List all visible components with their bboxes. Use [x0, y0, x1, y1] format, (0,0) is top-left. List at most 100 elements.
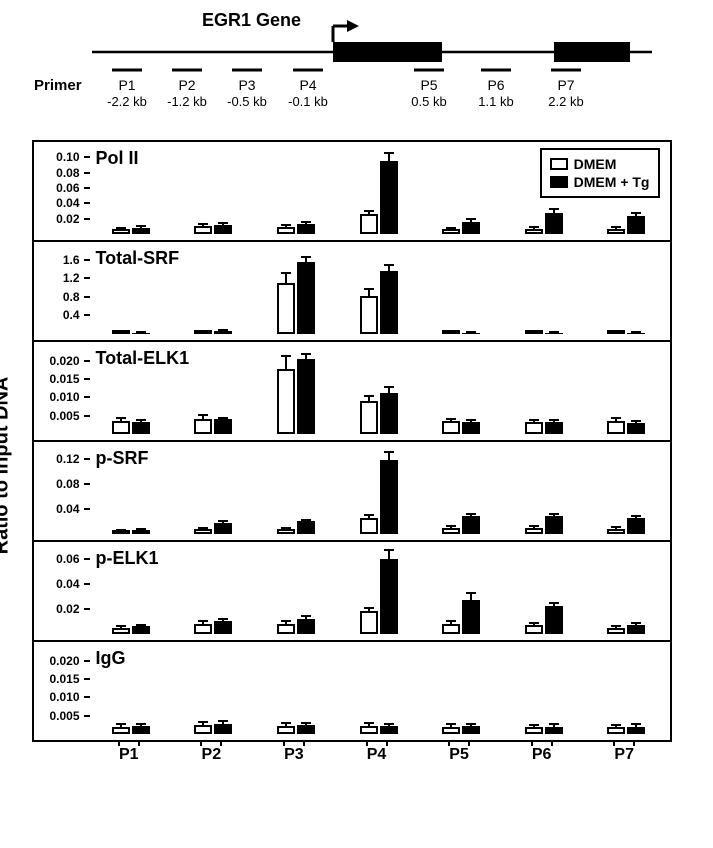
bar-filled	[627, 727, 645, 734]
svg-text:P6: P6	[487, 77, 504, 93]
svg-text:EGR1 Gene: EGR1 Gene	[202, 10, 301, 30]
bar-open	[607, 727, 625, 734]
y-tick-label: 0.08	[56, 477, 79, 491]
y-tick-label: 0.020	[49, 654, 79, 668]
panel-label: Total-ELK1	[96, 348, 190, 369]
panel-p-elk1: 0.020.040.06p-ELK1	[34, 542, 670, 642]
bar-filled	[380, 271, 398, 334]
bar-filled	[545, 422, 563, 434]
bar-filled	[462, 600, 480, 634]
svg-text:P5: P5	[420, 77, 437, 93]
svg-text:-1.2 kb: -1.2 kb	[167, 94, 207, 109]
panel-igg: 0.0050.0100.0150.020IgG	[34, 642, 670, 742]
legend-swatch-filled	[550, 176, 568, 188]
bar-filled	[214, 724, 232, 734]
bar-filled	[462, 516, 480, 534]
legend-label: DMEM + Tg	[574, 174, 650, 190]
bar-open	[277, 726, 295, 734]
legend-item-tg: DMEM + Tg	[550, 174, 650, 190]
y-tick-label: 0.06	[56, 181, 79, 195]
bar-filled	[545, 213, 563, 234]
legend-label: DMEM	[574, 156, 617, 172]
bar-filled	[132, 530, 150, 534]
x-label: P5	[449, 746, 469, 764]
bar-filled	[297, 359, 315, 434]
bar-filled	[214, 225, 232, 234]
bar-filled	[380, 393, 398, 434]
bar-open	[442, 528, 460, 534]
bar-filled	[462, 222, 480, 234]
svg-text:-2.2 kb: -2.2 kb	[107, 94, 147, 109]
svg-text:2.2 kb: 2.2 kb	[548, 94, 583, 109]
y-tick-label: 0.06	[56, 552, 79, 566]
bar-filled	[545, 606, 563, 634]
y-tick-label: 0.015	[49, 372, 79, 386]
panel-label: IgG	[96, 648, 126, 669]
y-axis-title: Ratio to Input DNA	[0, 377, 13, 555]
x-label: P6	[532, 746, 552, 764]
y-tick-label: 0.04	[56, 577, 79, 591]
panel-total-elk1: 0.0050.0100.0150.020Total-ELK1	[34, 342, 670, 442]
bar-open	[277, 227, 295, 234]
svg-text:P2: P2	[178, 77, 195, 93]
bar-open	[525, 229, 543, 234]
panel-label: Pol II	[96, 148, 139, 169]
bar-open	[442, 421, 460, 434]
bar-open	[194, 624, 212, 634]
x-label: P7	[614, 746, 634, 764]
bar-open	[360, 518, 378, 534]
bar-open	[442, 229, 460, 234]
svg-text:P3: P3	[238, 77, 255, 93]
x-label: P3	[284, 746, 304, 764]
y-tick-label: 0.4	[63, 308, 80, 322]
bar-open	[112, 628, 130, 634]
svg-text:1.1 kb: 1.1 kb	[478, 94, 513, 109]
bar-open	[277, 369, 295, 434]
bar-open	[525, 422, 543, 434]
panel-label: Total-SRF	[96, 248, 180, 269]
legend-swatch-open	[550, 158, 568, 170]
y-tick-label: 0.005	[49, 409, 79, 423]
y-tick-label: 0.8	[63, 290, 80, 304]
bar-filled	[380, 726, 398, 734]
bar-filled	[297, 725, 315, 734]
x-axis-labels: P1P2P3P4P5P6P7	[32, 742, 672, 768]
gene-svg: EGR1 GeneP1-2.2 kbP2-1.2 kbP3-0.5 kbP4-0…	[32, 10, 672, 130]
bar-open	[360, 726, 378, 734]
panel-pol-ii: 0.020.040.060.080.10Pol IIDMEMDMEM + Tg	[34, 142, 670, 242]
x-label: P2	[202, 746, 222, 764]
bar-filled	[132, 228, 150, 234]
bar-open	[277, 529, 295, 534]
legend: DMEM DMEM + Tg	[540, 148, 660, 198]
svg-text:-0.1 kb: -0.1 kb	[288, 94, 328, 109]
bar-filled	[214, 523, 232, 534]
bar-open	[607, 229, 625, 234]
chart-area: Ratio to Input DNA 0.020.040.060.080.10P…	[32, 140, 672, 768]
bar-open	[112, 229, 130, 234]
svg-text:Primer: Primer	[34, 77, 82, 94]
y-tick-label: 1.2	[63, 271, 80, 285]
bar-filled	[627, 625, 645, 634]
bar-open	[277, 283, 295, 334]
bar-open	[360, 401, 378, 434]
bar-filled	[297, 619, 315, 634]
bar-filled	[545, 516, 563, 534]
y-tick-label: 0.005	[49, 709, 79, 723]
bar-filled	[214, 419, 232, 434]
bar-open	[442, 624, 460, 634]
gene-diagram: EGR1 GeneP1-2.2 kbP2-1.2 kbP3-0.5 kbP4-0…	[32, 10, 672, 130]
bar-open	[360, 214, 378, 234]
bar-open	[360, 611, 378, 634]
panel-label: p-SRF	[96, 448, 149, 469]
bar-filled	[297, 521, 315, 534]
bar-filled	[627, 518, 645, 534]
bar-filled	[297, 224, 315, 234]
svg-text:P1: P1	[118, 77, 135, 93]
bar-open	[277, 624, 295, 634]
y-tick-label: 0.020	[49, 354, 79, 368]
panel-total-srf: 0.40.81.21.6Total-SRF	[34, 242, 670, 342]
y-tick-label: 0.10	[56, 150, 79, 164]
bar-filled	[545, 727, 563, 734]
bar-open	[525, 727, 543, 734]
bar-open	[607, 529, 625, 534]
